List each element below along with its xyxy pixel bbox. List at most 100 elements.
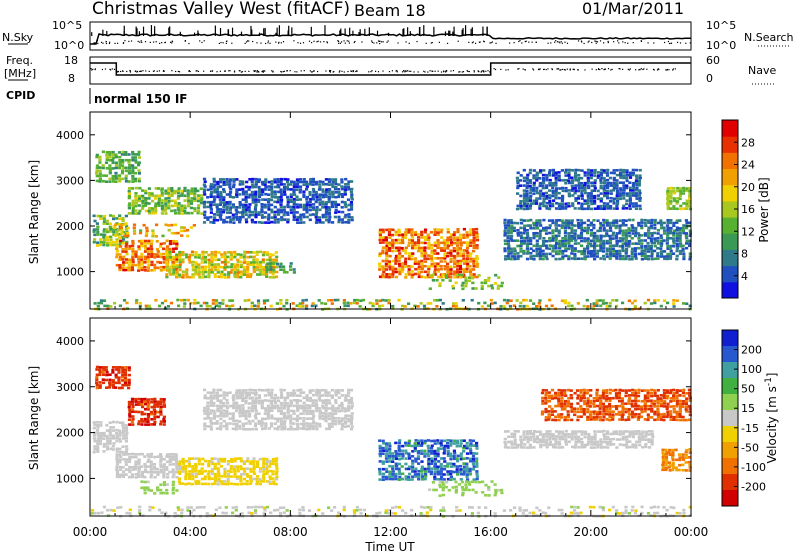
echo-cell (199, 201, 204, 205)
echo-cell (411, 252, 415, 255)
echo-cell (638, 199, 642, 202)
echo-cell (233, 469, 237, 473)
echo-cell (567, 168, 572, 172)
echo-cell (560, 169, 564, 172)
echo-cell (528, 204, 533, 208)
nave-dot (177, 70, 179, 73)
echo-cell (190, 211, 194, 215)
echo-cell (99, 366, 103, 369)
nsearch-dot (491, 41, 494, 43)
echo-cell (270, 195, 274, 199)
echo-cell (137, 266, 141, 269)
echo-cell (118, 164, 122, 167)
echo-cell (628, 171, 632, 175)
echo-cell (235, 401, 239, 405)
echo-cell (451, 304, 456, 308)
echo-cell (153, 256, 157, 259)
echo-cell (324, 213, 328, 216)
echo-cell (231, 213, 235, 217)
echo-cell (282, 183, 286, 186)
echo-cell (108, 159, 112, 162)
echo-cell (219, 195, 223, 199)
echo-cell (246, 268, 250, 271)
echo-cell (104, 174, 108, 177)
echo-cell (557, 234, 561, 238)
echo-cell (92, 450, 96, 454)
colorbar-tick-label: 16 (741, 203, 755, 216)
echo-cell (231, 417, 235, 420)
nave-dot (343, 71, 345, 73)
echo-cell (675, 207, 679, 211)
echo-cell (197, 270, 201, 274)
echo-cell (159, 269, 163, 272)
echo-cell (331, 195, 335, 199)
echo-cell (200, 212, 204, 215)
echo-cell (121, 445, 125, 448)
echo-cell (311, 213, 315, 216)
echo-cell (595, 244, 599, 247)
echo-cell (576, 197, 580, 200)
echo-cell (127, 172, 131, 175)
echo-cell (589, 171, 593, 175)
echo-cell (168, 256, 173, 259)
nsearch-dot (169, 41, 172, 43)
echo-cell (551, 221, 555, 225)
echo-cell (137, 420, 141, 423)
nave-dot (458, 71, 460, 73)
echo-cell (688, 257, 692, 261)
echo-cell (206, 412, 210, 415)
echo-cell (609, 250, 613, 253)
echo-cell (542, 197, 546, 200)
nave-dot (611, 68, 613, 71)
echo-cell (236, 260, 240, 264)
echo-cell (548, 171, 552, 174)
echo-cell (535, 173, 539, 177)
echo-cell (122, 255, 126, 259)
echo-cell (417, 233, 421, 236)
echo-cell (454, 304, 459, 308)
echo-cell (228, 417, 232, 420)
echo-cell (264, 192, 268, 196)
echo-cell (101, 381, 106, 385)
echo-cell (443, 265, 447, 268)
nsearch-dot (617, 40, 619, 42)
echo-cell (644, 224, 648, 227)
echo-cell (118, 222, 122, 226)
echo-cell (397, 231, 401, 234)
echo-cell (539, 202, 543, 205)
echo-cell (298, 305, 302, 308)
echo-cell (557, 191, 561, 195)
echo-cell (334, 205, 338, 209)
echo-cell (254, 185, 258, 189)
echo-cell (219, 388, 223, 392)
echo-cell (162, 261, 166, 264)
echo-cell (456, 265, 460, 268)
echo-cell (96, 442, 100, 446)
nsearch-dot (566, 42, 569, 44)
echo-cell (275, 265, 279, 269)
echo-cell (454, 302, 458, 305)
echo-cell (276, 200, 280, 204)
nsearch-dot (371, 41, 373, 43)
echo-cell (254, 203, 258, 207)
echo-cell (274, 275, 279, 279)
echo-cell (621, 229, 625, 233)
echo-cell (154, 197, 158, 200)
echo-cell (628, 173, 632, 177)
echo-cell (207, 270, 211, 274)
echo-cell (570, 184, 574, 188)
echo-cell (143, 488, 147, 492)
nsearch-dot (373, 42, 375, 44)
echo-cell (311, 193, 316, 197)
echo-cell (92, 421, 96, 424)
echo-cell (95, 386, 99, 390)
echo-cell (223, 273, 227, 276)
echo-cell (159, 413, 163, 416)
echo-cell (259, 263, 263, 267)
echo-cell (141, 204, 145, 208)
nave-dot (370, 71, 372, 73)
echo-cell (251, 388, 255, 392)
nsearch-dot (531, 41, 533, 43)
echo-cell (261, 465, 266, 468)
echo-cell (226, 472, 231, 476)
